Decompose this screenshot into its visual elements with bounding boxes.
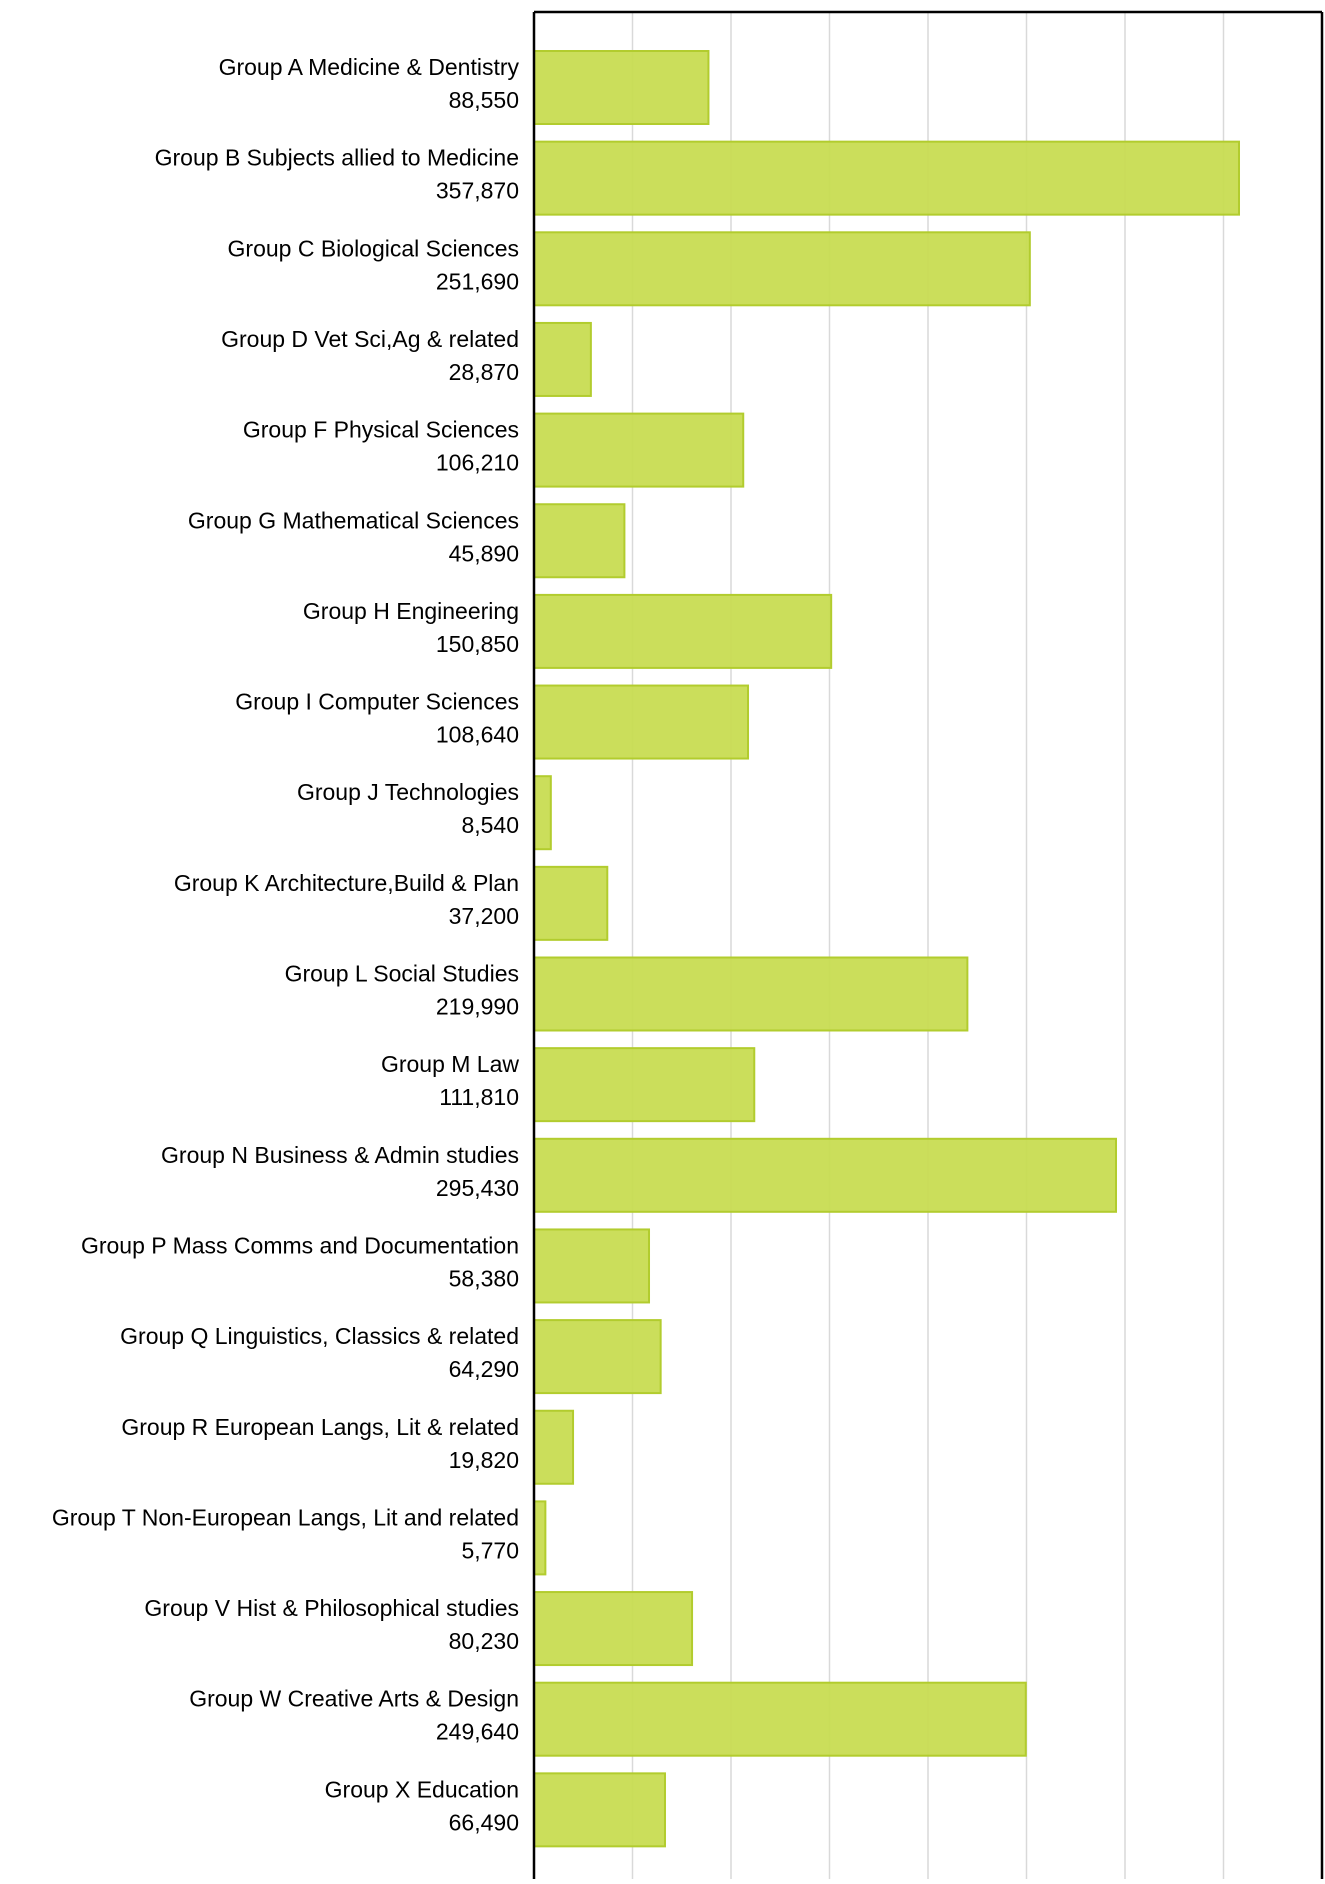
plot-frame bbox=[532, 10, 1324, 1879]
bar bbox=[533, 956, 969, 1032]
value-label: 8,540 bbox=[461, 812, 519, 838]
bars bbox=[533, 50, 1241, 1848]
bar bbox=[533, 1681, 1027, 1757]
bar bbox=[533, 684, 750, 760]
bar bbox=[533, 1319, 662, 1395]
gridlines bbox=[631, 12, 1225, 1879]
value-label: 64,290 bbox=[449, 1356, 519, 1382]
category-label: Group C Biological Sciences bbox=[228, 235, 519, 261]
category-label: Group A Medicine & Dentistry bbox=[219, 54, 520, 80]
value-label: 295,430 bbox=[436, 1175, 519, 1201]
value-label: 251,690 bbox=[436, 268, 519, 294]
category-label: Group H Engineering bbox=[303, 598, 519, 624]
bar bbox=[533, 1772, 666, 1848]
value-label: 249,640 bbox=[436, 1719, 519, 1745]
category-label: Group L Social Studies bbox=[285, 961, 519, 987]
value-label: 37,200 bbox=[449, 903, 519, 929]
category-label: Group R European Langs, Lit & related bbox=[121, 1414, 519, 1440]
value-label: 5,770 bbox=[461, 1537, 519, 1563]
bar bbox=[533, 50, 710, 125]
value-label: 106,210 bbox=[436, 450, 519, 476]
bar bbox=[533, 593, 833, 669]
value-label: 19,820 bbox=[449, 1447, 519, 1473]
category-label: Group X Education bbox=[325, 1776, 519, 1802]
category-label: Group J Technologies bbox=[297, 779, 519, 805]
category-label: Group M Law bbox=[381, 1051, 519, 1077]
value-label: 357,870 bbox=[436, 178, 519, 204]
category-label: Group P Mass Comms and Documentation bbox=[81, 1232, 519, 1258]
bar bbox=[533, 865, 609, 941]
value-label: 28,870 bbox=[449, 359, 519, 385]
category-label: Group Q Linguistics, Classics & related bbox=[120, 1323, 519, 1349]
bar bbox=[533, 1500, 547, 1576]
value-label: 111,810 bbox=[439, 1084, 519, 1110]
category-label: Group G Mathematical Sciences bbox=[188, 507, 519, 533]
category-label: Group W Creative Arts & Design bbox=[189, 1686, 519, 1712]
value-label: 66,490 bbox=[449, 1809, 519, 1835]
bar bbox=[533, 775, 552, 851]
bar bbox=[533, 412, 745, 488]
value-label: 108,640 bbox=[436, 722, 519, 748]
bar bbox=[533, 140, 1241, 216]
category-labels: Group A Medicine & Dentistry 88,550 Group … bbox=[52, 54, 520, 1835]
category-label: Group T Non-European Langs, Lit and rela… bbox=[52, 1504, 519, 1530]
category-label: Group K Architecture,Build & Plan bbox=[174, 870, 519, 896]
category-label: Group I Computer Sciences bbox=[235, 689, 519, 715]
category-label: Group D Vet Sci,Ag & related bbox=[221, 326, 519, 352]
bar bbox=[533, 321, 592, 397]
category-label: Group F Physical Sciences bbox=[243, 417, 519, 443]
bar bbox=[533, 1228, 651, 1304]
bar bbox=[533, 231, 1031, 307]
category-label: Group V Hist & Philosophical studies bbox=[144, 1595, 519, 1621]
category-label: Group N Business & Admin studies bbox=[161, 1142, 519, 1168]
value-label: 45,890 bbox=[449, 540, 519, 566]
category-label: Group B Subjects allied to Medicine bbox=[155, 145, 519, 171]
bar bbox=[533, 503, 626, 579]
value-label: 58,380 bbox=[449, 1265, 519, 1291]
value-label: 219,990 bbox=[436, 994, 519, 1020]
bar bbox=[533, 1591, 694, 1667]
bar bbox=[533, 1409, 575, 1485]
value-label: 88,550 bbox=[449, 87, 519, 113]
bar bbox=[533, 1047, 756, 1123]
bar bbox=[533, 1137, 1117, 1213]
value-label: 80,230 bbox=[449, 1628, 519, 1654]
value-label: 150,850 bbox=[436, 631, 519, 657]
